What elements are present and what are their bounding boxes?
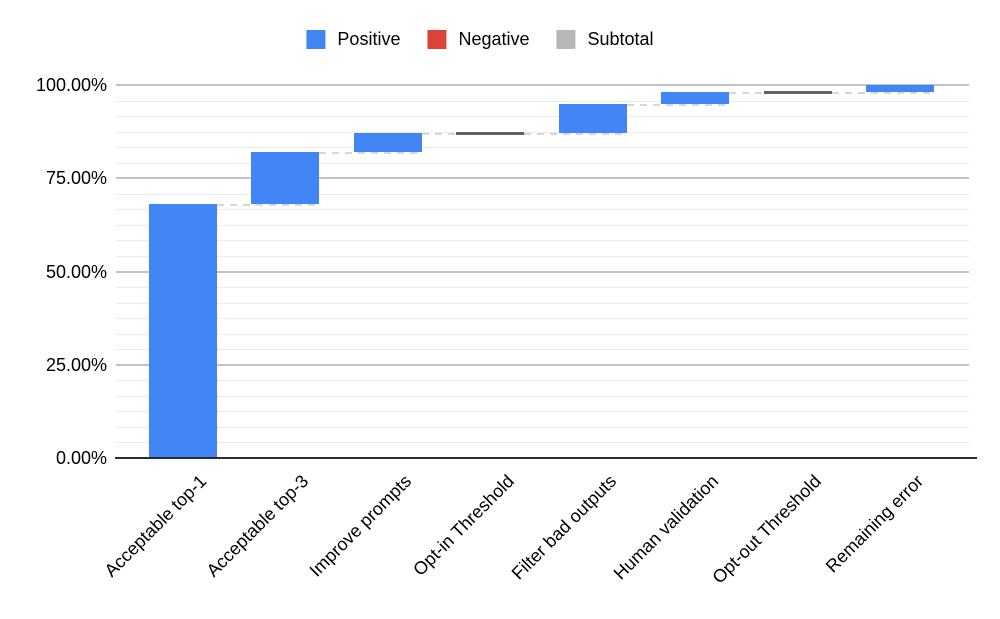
gridline-minor xyxy=(116,147,969,149)
x-axis-label-filter-bad-outputs: Filter bad outputs xyxy=(507,471,620,584)
x-axis-label-improve-prompts: Improve prompts xyxy=(305,471,416,581)
gridline-minor xyxy=(116,193,969,195)
gridline-minor xyxy=(116,380,969,382)
x-axis-line xyxy=(115,457,977,459)
gridline-minor xyxy=(116,395,969,397)
waterfall-connector xyxy=(524,133,627,136)
gridline-minor xyxy=(116,318,969,320)
gridline-minor xyxy=(116,131,969,133)
bar-acceptable-top-3[interactable] xyxy=(251,152,320,205)
x-axis-label-acceptable-top-1: Acceptable top-1 xyxy=(100,471,211,581)
gridline-minor xyxy=(116,100,969,102)
x-axis-label-remaining-error: Remaining error xyxy=(821,471,928,577)
y-axis-tick-label: 50.00% xyxy=(45,261,107,282)
legend-label-positive: Positive xyxy=(337,29,401,49)
waterfall-connector xyxy=(831,92,934,95)
legend-item-subtotal[interactable]: Subtotal xyxy=(556,29,654,49)
legend-label-subtotal: Subtotal xyxy=(587,29,654,49)
gridline-minor xyxy=(116,426,969,428)
y-axis-tick-label: 0.00% xyxy=(55,448,107,468)
bar-filter-bad-outputs[interactable] xyxy=(558,103,627,134)
gridline-minor xyxy=(116,302,969,304)
gridline-minor xyxy=(116,162,969,164)
bar-remaining-error[interactable] xyxy=(866,85,934,93)
gridline-major-75 xyxy=(116,177,969,180)
gridline-major-100 xyxy=(116,84,969,86)
waterfall-connector xyxy=(626,103,730,106)
gridline-minor xyxy=(116,349,969,351)
y-axis-tick-label: 75.00% xyxy=(45,168,107,189)
y-axis-tick-label: 25.00% xyxy=(45,354,107,375)
gridline-minor xyxy=(116,255,969,257)
gridline-major-25 xyxy=(116,363,969,366)
gridline-minor xyxy=(116,287,969,289)
gridline-minor xyxy=(116,240,969,242)
x-axis-label-opt-in-threshold: Opt-in Threshold xyxy=(408,471,518,580)
legend-item-positive[interactable]: Positive xyxy=(306,30,400,49)
x-axis-label-acceptable-top-3: Acceptable top-3 xyxy=(202,471,313,581)
gridline-minor xyxy=(116,333,969,335)
gridline-minor xyxy=(116,442,969,444)
gridline-minor xyxy=(116,224,969,226)
waterfall-connector xyxy=(217,204,320,207)
gridline-minor xyxy=(116,209,969,211)
subtotal-line-opt-in-threshold[interactable] xyxy=(456,132,525,136)
legend-label-negative: Negative xyxy=(458,29,530,49)
plot-area xyxy=(115,84,977,459)
gridline-major-50 xyxy=(116,270,969,273)
chart-legend: Positive Negative Subtotal xyxy=(306,29,654,49)
subtotal-line-opt-out-threshold[interactable] xyxy=(763,91,832,95)
legend-swatch-negative-icon xyxy=(427,30,447,49)
x-axis-label-opt-out-threshold: Opt-out Threshold xyxy=(708,471,825,588)
waterfall-connector xyxy=(319,152,422,155)
bar-human-validation[interactable] xyxy=(661,92,730,104)
y-axis-tick-label: 100.00% xyxy=(35,75,107,95)
bar-acceptable-top-1[interactable] xyxy=(149,204,217,458)
gridline-minor xyxy=(116,116,969,118)
legend-swatch-positive-icon xyxy=(306,30,326,49)
legend-swatch-subtotal-icon xyxy=(556,30,576,49)
legend-item-negative[interactable]: Negative xyxy=(427,29,530,49)
bar-improve-prompts[interactable] xyxy=(353,133,422,153)
x-axis-label-human-validation: Human validation xyxy=(609,471,723,584)
gridline-minor xyxy=(116,411,969,413)
